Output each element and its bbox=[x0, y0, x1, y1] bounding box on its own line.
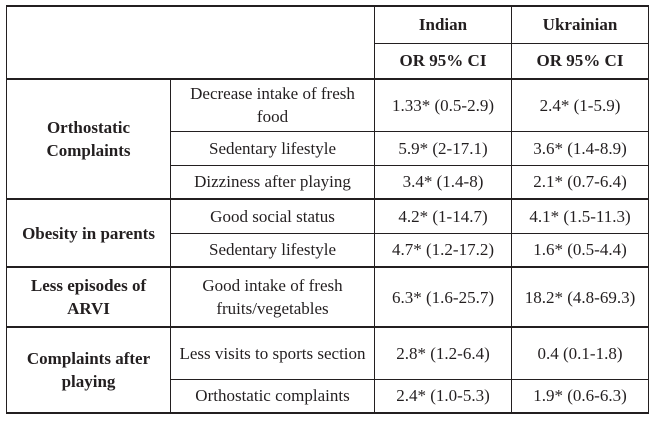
ukrainian-cell: 4.1* (1.5-11.3) bbox=[511, 198, 649, 234]
factor-cell: Less visits to sports section bbox=[170, 326, 375, 380]
indian-cell: 5.9* (2-17.1) bbox=[374, 130, 512, 166]
group-label: Obesity in parents bbox=[6, 198, 171, 268]
factor-cell: Good social status bbox=[170, 198, 375, 234]
ukrainian-cell: 18.2* (4.8-69.3) bbox=[511, 266, 649, 328]
indian-cell: 4.2* (1-14.7) bbox=[374, 198, 512, 234]
factor-cell: Good intake of fresh fruits/vegetables bbox=[170, 266, 375, 328]
subheader-indian: OR 95% CI bbox=[374, 42, 512, 80]
table-row: Sedentary lifestyle 5.9* (2-17.1) 3.6* (… bbox=[7, 130, 649, 166]
ukrainian-cell: 1.9* (0.6-6.3) bbox=[511, 378, 649, 414]
table-row: Complaints after playing Less visits to … bbox=[6, 326, 649, 414]
group-label: Complaints after playing bbox=[6, 326, 171, 414]
indian-cell: 2.8* (1.2-6.4) bbox=[374, 326, 512, 380]
indian-cell: 3.4* (1.4-8) bbox=[374, 164, 512, 200]
indian-cell: 4.7* (1.2-17.2) bbox=[374, 232, 512, 268]
subheader-ukrainian: OR 95% CI bbox=[511, 42, 649, 80]
ukrainian-cell: 1.6* (0.5-4.4) bbox=[511, 232, 649, 268]
indian-cell: 6.3* (1.6-25.7) bbox=[374, 266, 512, 328]
ukrainian-cell: 0.4 (0.1-1.8) bbox=[511, 326, 649, 380]
factor-cell: Sedentary lifestyle bbox=[170, 232, 375, 268]
ukrainian-cell: 2.1* (0.7-6.4) bbox=[511, 164, 649, 200]
indian-cell: 2.4* (1.0-5.3) bbox=[374, 378, 512, 414]
header-ukrainian: Ukrainian bbox=[511, 5, 649, 44]
header-empty-cell bbox=[6, 5, 375, 80]
subheader-row: OR 95% CI OR 95% CI bbox=[7, 42, 649, 80]
factor-cell: Orthostatic complaints bbox=[170, 378, 375, 414]
table-row: Less episodes of ARVI Good intake of fre… bbox=[6, 266, 649, 328]
group-label: Less episodes of ARVI bbox=[6, 266, 171, 328]
factor-cell: Dizziness after playing bbox=[170, 164, 375, 200]
ukrainian-cell: 3.6* (1.4-8.9) bbox=[511, 130, 649, 166]
group-label: Orthostatic Complaints bbox=[6, 78, 171, 200]
ukrainian-cell: 2.4* (1-5.9) bbox=[511, 78, 649, 132]
odds-ratio-table: Indian Ukrainian OR 95% CI OR 95% CI Ort… bbox=[6, 5, 649, 414]
indian-cell: 1.33* (0.5-2.9) bbox=[374, 78, 512, 132]
table-row: Obesity in parents Good social status 4.… bbox=[6, 198, 649, 268]
factor-cell: Sedentary lifestyle bbox=[170, 130, 375, 166]
table-row: Orthostatic complaints 2.4* (1.0-5.3) 1.… bbox=[7, 378, 649, 414]
header-indian: Indian bbox=[374, 5, 512, 44]
factor-cell: Decrease intake of fresh food bbox=[170, 78, 375, 132]
table-row: Orthostatic Complaints Decrease intake o… bbox=[6, 78, 649, 200]
table-row: Dizziness after playing 3.4* (1.4-8) 2.1… bbox=[7, 164, 649, 200]
header-row: Indian Ukrainian bbox=[6, 5, 649, 80]
table-row: Sedentary lifestyle 4.7* (1.2-17.2) 1.6*… bbox=[7, 232, 649, 268]
table-wrapper: Indian Ukrainian OR 95% CI OR 95% CI Ort… bbox=[6, 5, 649, 414]
